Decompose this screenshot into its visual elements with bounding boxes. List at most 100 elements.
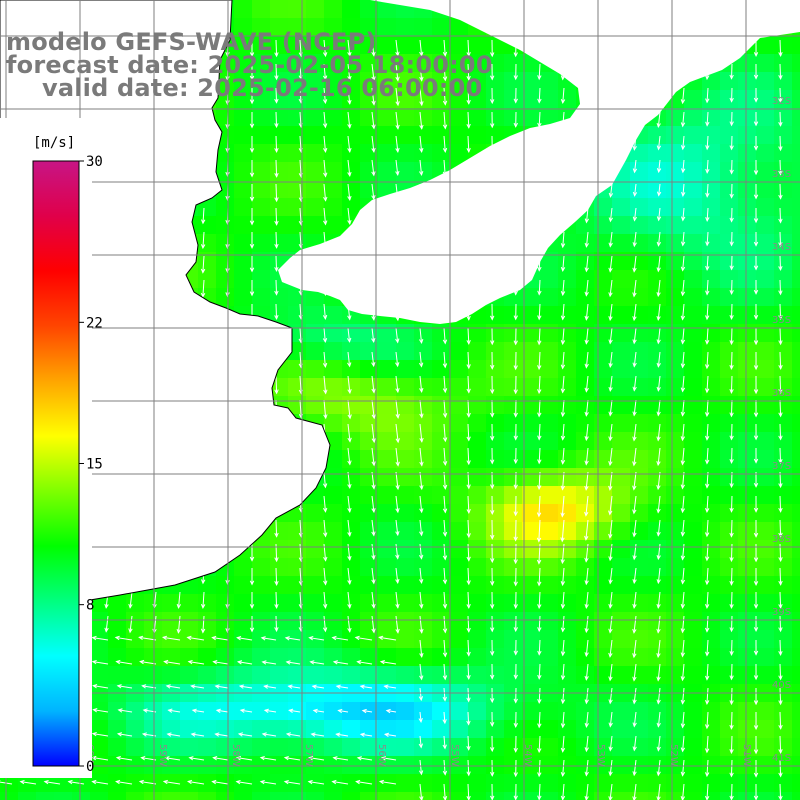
field-cell — [414, 720, 432, 738]
wind-arrow-head — [274, 290, 279, 296]
field-cell — [216, 234, 234, 252]
field-cell — [540, 756, 558, 774]
field-cell — [414, 144, 432, 162]
wind-arrow-head — [260, 636, 266, 641]
wind-arrow-head — [513, 723, 518, 728]
field-cell — [558, 360, 576, 378]
wind-arrow-head — [704, 724, 710, 730]
wind-arrow — [682, 111, 685, 127]
wind-arrow-head — [753, 340, 759, 346]
wind-arrow — [706, 351, 709, 369]
wind-arrow-head — [513, 315, 518, 321]
field-cell — [378, 378, 396, 396]
wind-arrow — [419, 735, 422, 748]
wind-arrow — [682, 183, 685, 196]
wind-arrow-head — [139, 659, 145, 665]
wind-arrow-head — [176, 628, 181, 634]
wind-arrow-head — [395, 147, 400, 153]
wind-arrow — [609, 231, 613, 247]
wind-arrow-head — [656, 771, 661, 777]
field-cell — [702, 504, 720, 522]
field-cell — [558, 378, 576, 396]
wind-arrow — [380, 661, 397, 665]
field-cell — [252, 180, 270, 198]
wind-arrow — [299, 159, 302, 177]
wind-arrow-head — [513, 674, 518, 680]
wind-arrow-head — [705, 290, 710, 296]
field-cell — [756, 306, 774, 324]
field-cell — [108, 702, 126, 720]
field-cell — [324, 198, 342, 216]
wind-arrow — [467, 351, 470, 369]
wind-arrow — [92, 661, 109, 665]
wind-arrow — [212, 781, 229, 785]
wind-arrow — [191, 685, 205, 689]
wind-arrow-head — [513, 536, 518, 542]
wind-arrow-head — [608, 242, 613, 248]
wind-arrow-head — [680, 411, 686, 417]
field-cell — [702, 270, 720, 288]
field-cell — [144, 666, 162, 684]
field-cell — [666, 468, 684, 486]
wind-arrow — [216, 709, 229, 713]
field-cell — [54, 774, 72, 792]
wind-arrow-head — [225, 268, 230, 274]
field-cell — [342, 648, 360, 666]
wind-arrow — [633, 423, 637, 441]
field-cell — [234, 594, 252, 612]
wind-arrow — [117, 685, 133, 689]
wind-arrow-head — [513, 75, 518, 81]
wind-arrow — [333, 661, 349, 665]
wind-arrow-head — [347, 507, 352, 513]
wind-arrow-head — [285, 660, 291, 665]
field-cell — [702, 324, 720, 342]
wind-arrow-head — [128, 628, 133, 634]
wind-arrow — [682, 351, 685, 368]
wind-arrow-head — [225, 219, 230, 225]
wind-arrow — [395, 615, 399, 633]
wind-arrow-head — [656, 461, 661, 467]
wind-arrow — [730, 735, 733, 753]
field-cell — [792, 468, 800, 486]
wind-arrow — [191, 733, 205, 737]
field-cell — [702, 414, 720, 432]
field-cell — [324, 738, 342, 756]
field-cell — [576, 306, 594, 324]
wind-arrow-head — [91, 755, 97, 761]
wind-arrow-head — [395, 554, 400, 560]
wind-arrow — [779, 231, 782, 247]
wind-arrow — [682, 423, 685, 441]
field-cell — [720, 702, 738, 720]
wind-arrow-head — [212, 756, 218, 761]
field-cell — [594, 558, 612, 576]
field-cell — [468, 342, 486, 360]
field-cell — [342, 774, 360, 792]
field-cell — [702, 612, 720, 630]
wind-arrow — [419, 711, 422, 722]
wind-arrow-head — [395, 578, 400, 584]
field-cell — [198, 252, 216, 270]
field-cell — [540, 648, 558, 666]
wind-arrow — [323, 591, 327, 608]
wind-arrow — [299, 231, 302, 248]
wind-arrow — [443, 471, 446, 489]
field-cell — [792, 90, 800, 108]
wind-arrow-head — [729, 675, 734, 681]
field-cell — [450, 630, 468, 648]
field-cell — [468, 432, 486, 450]
field-cell — [792, 342, 800, 360]
latitude-label: 33S — [772, 169, 791, 180]
wind-arrow — [443, 567, 446, 584]
wind-arrow — [633, 567, 637, 584]
wind-arrow-head — [704, 364, 710, 370]
field-cell — [234, 198, 252, 216]
field-cell — [756, 504, 774, 522]
field-cell — [666, 612, 684, 630]
wind-arrow-head — [778, 412, 783, 418]
field-cell — [396, 360, 414, 378]
field-cell — [360, 342, 378, 360]
wind-arrow-head — [249, 52, 255, 58]
field-cell — [486, 558, 504, 576]
wind-arrow — [213, 757, 229, 761]
